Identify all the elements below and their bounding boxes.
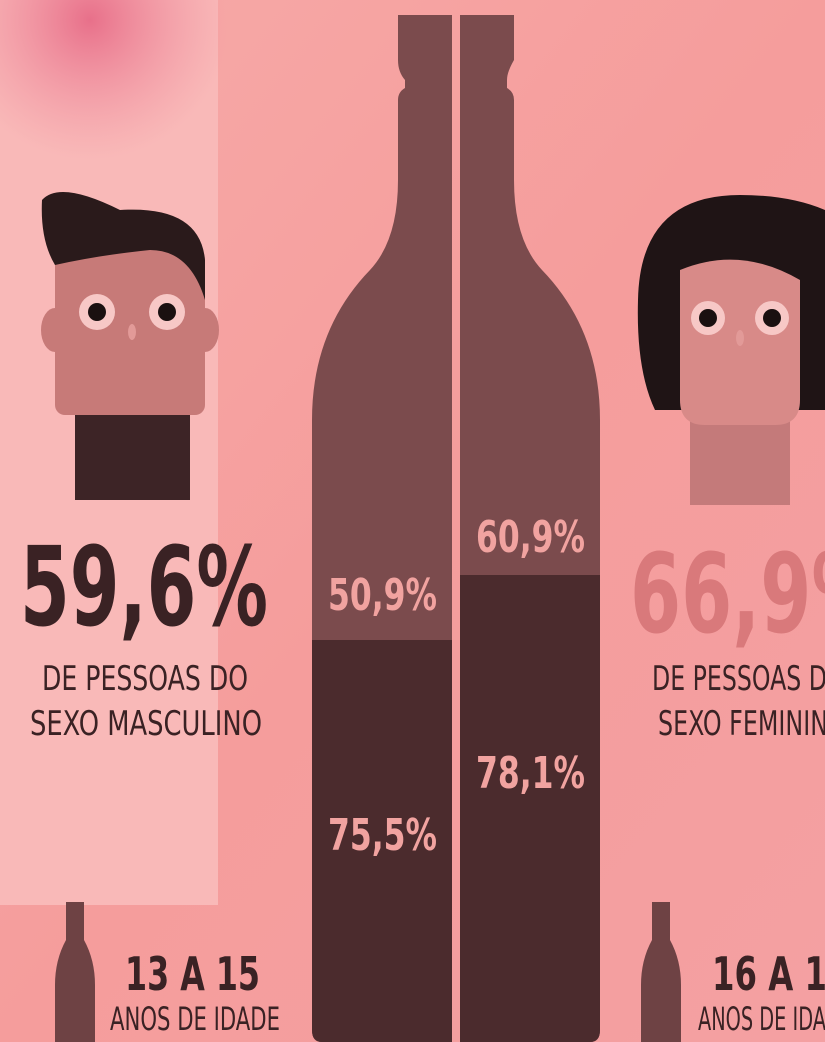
- female-age-caption: ANOS DE IDA: [698, 1000, 825, 1038]
- female-age: 16 A 1: [712, 947, 825, 1001]
- male-age: 13 A 15: [125, 947, 260, 1001]
- male-line1: DE PESSOAS DO: [42, 659, 248, 699]
- bottle-left-bottom-label: 75,5%: [328, 810, 437, 861]
- bottle-right-bottom: [460, 575, 600, 1042]
- female-line1: DE PESSOAS D: [652, 659, 825, 699]
- male-line2: SEXO MASCULINO: [30, 704, 262, 744]
- male-age-caption: ANOS DE IDADE: [110, 1000, 280, 1038]
- infographic: 59,6% DE PESSOAS DO SEXO MASCULINO 13 A …: [0, 0, 825, 1042]
- male-percent: 59,6%: [20, 523, 268, 651]
- female-percent: 66,9%: [630, 530, 825, 658]
- bottle-right-top-label: 60,9%: [476, 512, 585, 563]
- bottle-left-top-label: 50,9%: [328, 570, 437, 621]
- female-line2: SEXO FEMININ: [658, 704, 825, 744]
- bottle-right-bottom-label: 78,1%: [476, 748, 585, 799]
